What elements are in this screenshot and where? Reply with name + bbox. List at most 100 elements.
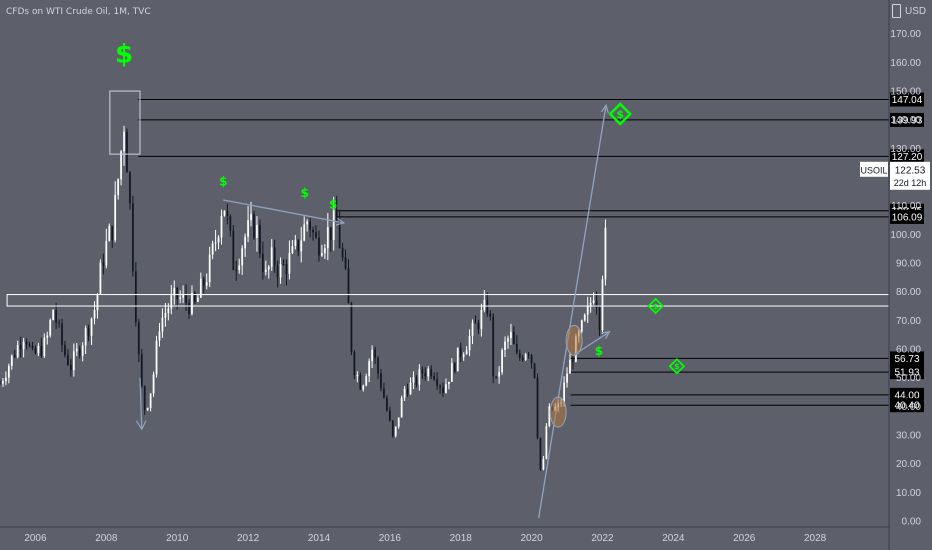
candle-body bbox=[442, 387, 444, 393]
candle-body bbox=[518, 353, 521, 358]
candle-body bbox=[501, 349, 503, 373]
candle-body bbox=[185, 294, 187, 304]
candle-body bbox=[430, 368, 433, 377]
candle-body bbox=[81, 345, 84, 356]
candle-body bbox=[69, 364, 72, 371]
candle-body bbox=[536, 377, 539, 438]
candle-body bbox=[25, 342, 28, 345]
candle-body bbox=[521, 357, 524, 360]
candle-body bbox=[19, 344, 22, 350]
candle-body bbox=[61, 323, 63, 345]
candle-body bbox=[90, 318, 93, 336]
candle-body bbox=[409, 382, 412, 395]
candle-body bbox=[335, 210, 338, 221]
candle-body bbox=[146, 407, 149, 411]
candle-body bbox=[285, 264, 288, 274]
candle-body bbox=[321, 253, 323, 256]
level-label-bg bbox=[890, 365, 924, 380]
candle-body bbox=[604, 227, 607, 280]
ath-box bbox=[109, 90, 141, 155]
dollar-icon: $ bbox=[674, 362, 680, 371]
candle-body bbox=[217, 237, 220, 243]
candle-body bbox=[282, 264, 285, 266]
candle-body bbox=[583, 314, 586, 321]
level-label: 56.73 bbox=[894, 354, 919, 365]
countdown-label: 22d 12h bbox=[894, 178, 927, 188]
candle-body bbox=[179, 297, 182, 299]
candle-body bbox=[137, 322, 140, 355]
candle-body bbox=[43, 337, 46, 357]
candle-body bbox=[545, 426, 548, 459]
dollar-icon: $ bbox=[329, 198, 337, 212]
candle-body bbox=[341, 247, 344, 258]
candle-body bbox=[140, 354, 143, 387]
x-tick-label: 2028 bbox=[804, 533, 827, 544]
candle-body bbox=[380, 373, 382, 389]
candle-body bbox=[250, 214, 252, 221]
x-tick-label: 2026 bbox=[733, 533, 756, 544]
candle-body bbox=[533, 363, 536, 378]
candle-body bbox=[450, 363, 453, 382]
candle-body bbox=[188, 303, 190, 314]
level-label-bg bbox=[890, 149, 924, 164]
level-label: 147.04 bbox=[892, 95, 923, 106]
level-label: 44.00 bbox=[894, 390, 919, 401]
candle-body bbox=[194, 292, 196, 302]
candle-body bbox=[468, 335, 471, 351]
candle-body bbox=[347, 268, 350, 304]
candle-body bbox=[595, 300, 598, 308]
dollar-icon: $ bbox=[595, 344, 603, 358]
candle-body bbox=[507, 338, 509, 342]
candle-body bbox=[155, 340, 158, 375]
currency-label[interactable]: USD bbox=[905, 6, 927, 17]
candle-body bbox=[326, 227, 329, 249]
candle-body bbox=[167, 308, 170, 314]
candle-body bbox=[356, 375, 359, 377]
candle-body bbox=[421, 369, 424, 374]
candle-body bbox=[445, 384, 447, 393]
candles bbox=[0, 125, 607, 471]
support-band bbox=[6, 294, 890, 307]
candle-body bbox=[279, 264, 282, 278]
candle-body bbox=[510, 331, 512, 339]
candle-body bbox=[368, 360, 371, 377]
candle-body bbox=[241, 248, 244, 266]
candle-body bbox=[424, 373, 427, 377]
candle-body bbox=[589, 302, 592, 306]
candle-body bbox=[264, 269, 267, 272]
candle-body bbox=[49, 319, 52, 336]
candle-body bbox=[297, 239, 300, 252]
candle-body bbox=[182, 294, 184, 298]
candle-body bbox=[105, 240, 108, 266]
candle-body bbox=[338, 220, 341, 248]
y-tick-label: 170.00 bbox=[890, 29, 921, 40]
candle-body bbox=[477, 322, 480, 330]
x-tick-label: 2008 bbox=[95, 533, 118, 544]
candle-body bbox=[542, 458, 545, 470]
projection-arrow-head bbox=[600, 103, 609, 114]
candle-body bbox=[58, 322, 60, 324]
candle-body bbox=[601, 279, 604, 330]
candle-body bbox=[512, 331, 515, 345]
candle-body bbox=[492, 316, 495, 377]
candle-body bbox=[374, 349, 376, 358]
candle-body bbox=[309, 221, 311, 230]
candle-body bbox=[362, 385, 365, 390]
candle-body bbox=[329, 227, 332, 240]
candle-body bbox=[114, 194, 117, 241]
candle-body bbox=[288, 252, 291, 274]
level-label: 51.93 bbox=[894, 368, 919, 379]
y-tick-label: 140.00 bbox=[890, 115, 921, 126]
candle-body bbox=[191, 292, 193, 314]
candle-body bbox=[471, 322, 474, 336]
candle-body bbox=[580, 320, 583, 332]
candle-body bbox=[2, 381, 4, 384]
candle-body bbox=[273, 247, 276, 266]
candle-body bbox=[261, 253, 264, 272]
settings-icon[interactable] bbox=[892, 4, 901, 18]
candle-body bbox=[459, 347, 462, 357]
y-tick-label: 100.00 bbox=[890, 230, 921, 241]
target-diamond-icon bbox=[668, 357, 686, 375]
